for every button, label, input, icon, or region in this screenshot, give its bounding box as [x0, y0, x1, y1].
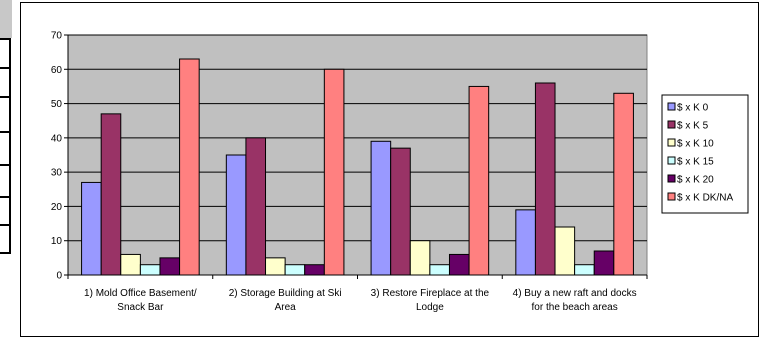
left-edge-artifact: [0, 0, 12, 339]
x-category-label: 2) Storage Building at Ski: [229, 288, 342, 299]
left-edge-cell: [0, 224, 11, 254]
x-category-label: 4) Buy a new raft and docks: [513, 288, 637, 299]
legend-label: $ x K 0: [677, 103, 709, 114]
legend-label: $ x K 20: [677, 175, 714, 186]
legend-swatch: [667, 192, 676, 201]
bar: [429, 264, 450, 276]
legend-box: [661, 94, 749, 214]
y-tick-label: 50: [51, 99, 63, 110]
x-category-label: Area: [275, 302, 297, 313]
legend-swatch: [667, 120, 676, 129]
legend-swatch: [667, 102, 676, 111]
legend-swatch: [667, 138, 676, 147]
legend-label: $ x K DK/NA: [677, 193, 733, 204]
y-tick-label: 70: [51, 31, 63, 42]
left-edge-cell: [0, 96, 11, 131]
bar: [265, 257, 286, 276]
left-edge-cell: [0, 38, 11, 67]
y-tick-label: 10: [51, 236, 63, 247]
legend-label: $ x K 5: [677, 121, 709, 132]
legend-swatch: [667, 156, 676, 165]
x-category-label: for the beach areas: [532, 302, 618, 313]
bar: [179, 58, 200, 276]
bar: [81, 181, 102, 276]
y-tick-label: 30: [51, 168, 63, 179]
legend-label: $ x K 15: [677, 157, 714, 168]
legend-swatch: [667, 174, 676, 183]
legend-label: $ x K 10: [677, 139, 714, 150]
bar: [370, 140, 392, 276]
bar: [225, 154, 247, 276]
x-category-label: 3) Restore Fireplace at the: [371, 288, 490, 299]
left-edge-shade: [0, 0, 12, 38]
bar: [159, 257, 181, 276]
bar: [390, 147, 411, 276]
bar: [304, 264, 325, 276]
bar: [515, 209, 536, 276]
bar: [534, 82, 556, 276]
x-category-label: Lodge: [416, 302, 444, 313]
y-tick-label: 20: [51, 202, 63, 213]
left-edge-cell: [0, 196, 11, 224]
bar: [574, 264, 595, 276]
bar: [323, 68, 345, 276]
bar: [613, 92, 634, 276]
left-edge-cell: [0, 131, 11, 164]
bar: [284, 264, 306, 276]
bar: [448, 253, 470, 276]
bar: [593, 250, 615, 276]
bar: [554, 226, 576, 276]
x-category-label: Snack Bar: [117, 302, 164, 313]
bar: [139, 264, 161, 276]
bar: [245, 137, 267, 276]
x-category-label: 1) Mold Office Basement/: [84, 288, 197, 299]
left-edge-cell: [0, 67, 11, 96]
y-tick-label: 60: [51, 65, 63, 76]
left-edge-cell: [0, 164, 11, 196]
y-tick-label: 40: [51, 133, 63, 144]
bar: [120, 253, 141, 276]
bar: [468, 85, 490, 276]
bar: [100, 113, 122, 276]
y-tick-label: 0: [56, 271, 62, 282]
bar: [409, 240, 431, 276]
